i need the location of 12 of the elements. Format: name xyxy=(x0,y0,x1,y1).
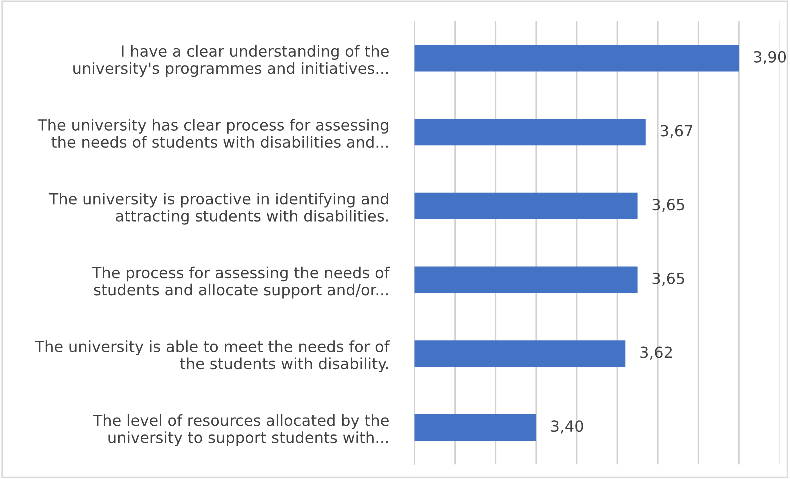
y-tick-label: I have a clear understanding of the university's programmes and initiatives... xyxy=(74,45,389,78)
y-tick-label: The process for assessing the needs of students and allocate support and/or... xyxy=(92,266,390,299)
data-label: 3,67 xyxy=(660,125,693,138)
y-tick-label: The university is able to meet the needs for of the students with disability. xyxy=(35,340,390,373)
data-label: 3,65 xyxy=(652,272,684,286)
y-tick-label: The university is proactive in identifying and attracting students with disabilities. xyxy=(49,192,388,225)
data-label: 3,62 xyxy=(640,346,672,360)
data-label: 3,65 xyxy=(652,199,684,212)
data-label: 3,90 xyxy=(754,51,786,64)
data-label: 3,40 xyxy=(551,420,584,434)
y-tick-label: The level of resources allocated by the university to support students with... xyxy=(93,414,389,446)
y-tick-label: The university has clear process for assessing the needs of students with disabilities and... xyxy=(38,119,388,148)
